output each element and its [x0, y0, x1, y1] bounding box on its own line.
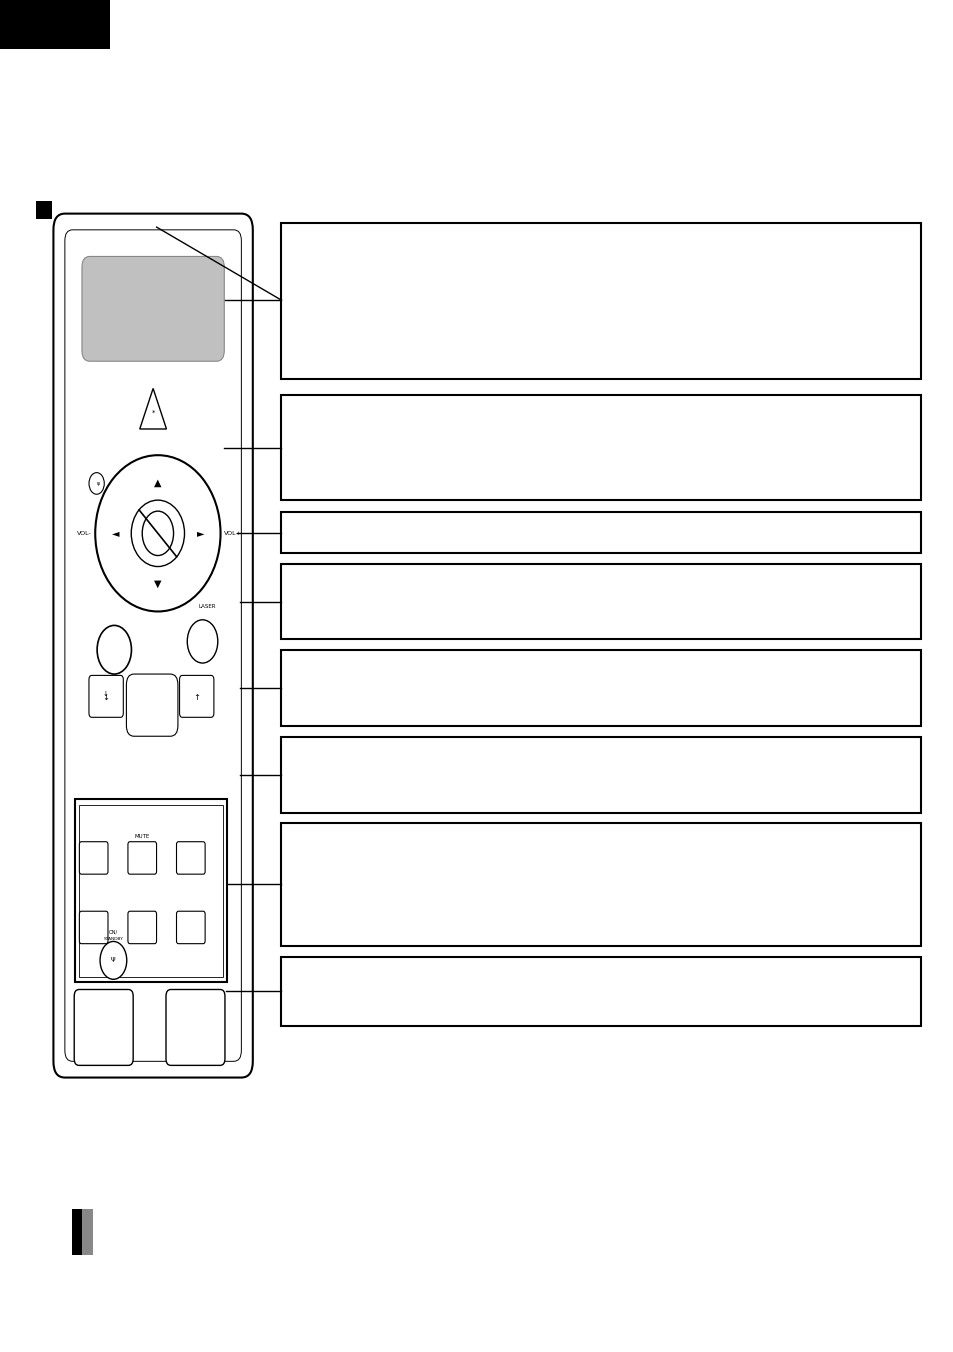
FancyBboxPatch shape [79, 911, 108, 944]
Text: ψ: ψ [97, 481, 100, 485]
Text: ▲: ▲ [154, 477, 161, 488]
Bar [71, 1209, 82, 1255]
Bar [281, 823, 920, 946]
Bar [281, 957, 920, 1026]
Text: VOL-: VOL- [76, 531, 91, 535]
Polygon shape [139, 388, 166, 429]
FancyBboxPatch shape [53, 214, 253, 1078]
Text: VOL+: VOL+ [224, 531, 242, 535]
Ellipse shape [132, 500, 184, 566]
Polygon shape [95, 685, 111, 707]
FancyBboxPatch shape [126, 675, 177, 737]
FancyBboxPatch shape [128, 842, 156, 875]
Bar [281, 737, 920, 813]
Text: *: * [152, 410, 154, 416]
Text: MUTE: MUTE [134, 834, 150, 840]
Circle shape [142, 511, 173, 556]
Bar [281, 564, 920, 639]
Bar [281, 223, 920, 379]
Text: ↓: ↓ [102, 691, 108, 698]
FancyBboxPatch shape [82, 257, 224, 361]
FancyBboxPatch shape [74, 990, 133, 1065]
Bar [281, 395, 920, 500]
Bar [82, 1209, 92, 1255]
Text: ►: ► [196, 529, 204, 538]
Bar [281, 512, 920, 553]
Circle shape [97, 626, 132, 675]
Text: STANDBY: STANDBY [103, 937, 123, 941]
Bar [0, 0, 110, 49]
Text: ▼: ▼ [154, 579, 161, 589]
Circle shape [89, 473, 104, 495]
FancyBboxPatch shape [176, 911, 205, 944]
FancyBboxPatch shape [128, 911, 156, 944]
Ellipse shape [95, 456, 220, 611]
Text: ↓: ↓ [103, 692, 110, 702]
Bar [281, 650, 920, 726]
Bar [79, 804, 223, 977]
Text: ◄: ◄ [112, 529, 119, 538]
FancyBboxPatch shape [79, 842, 108, 875]
FancyBboxPatch shape [179, 676, 213, 718]
Circle shape [187, 619, 217, 662]
FancyBboxPatch shape [176, 842, 205, 875]
FancyBboxPatch shape [166, 990, 225, 1065]
Text: ψ: ψ [111, 956, 115, 963]
Bar [36, 201, 51, 219]
Text: ↑: ↑ [193, 692, 200, 702]
Bar [75, 799, 227, 983]
FancyBboxPatch shape [89, 676, 123, 718]
Circle shape [100, 941, 127, 979]
Text: ON/: ON/ [109, 930, 118, 934]
Text: LASER: LASER [198, 604, 216, 608]
